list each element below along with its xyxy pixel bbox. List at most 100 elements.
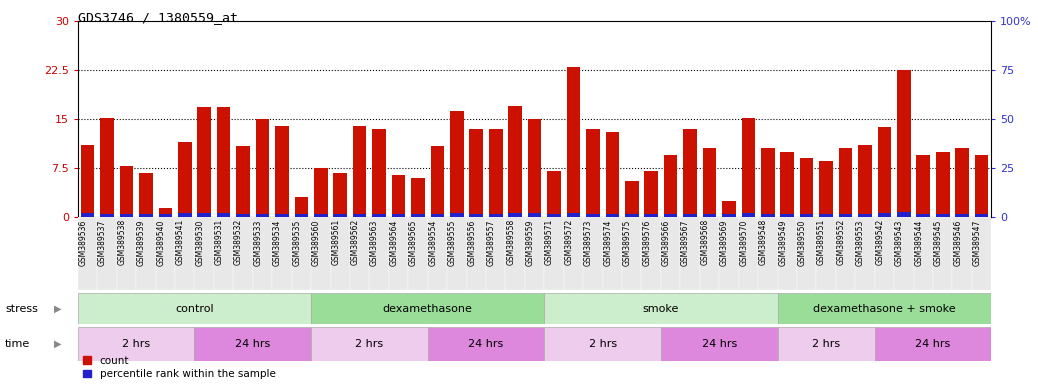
Bar bbox=[177, 142, 192, 217]
Text: GSM389542: GSM389542 bbox=[875, 219, 884, 265]
Bar bbox=[547, 214, 561, 217]
Bar bbox=[177, 213, 192, 217]
Bar bbox=[119, 214, 133, 217]
Text: GSM389540: GSM389540 bbox=[157, 219, 165, 265]
Bar bbox=[836, 217, 855, 290]
Bar bbox=[739, 217, 758, 290]
Bar bbox=[722, 201, 736, 217]
Bar bbox=[875, 327, 991, 361]
Text: GSM389575: GSM389575 bbox=[623, 219, 632, 265]
Bar bbox=[509, 106, 522, 217]
Bar bbox=[159, 214, 172, 217]
Text: 24 hrs: 24 hrs bbox=[236, 339, 270, 349]
Bar bbox=[719, 217, 739, 290]
Text: GSM389553: GSM389553 bbox=[856, 219, 865, 265]
Bar bbox=[703, 214, 716, 217]
Bar bbox=[272, 217, 292, 290]
Bar bbox=[525, 217, 544, 290]
Text: GSM389559: GSM389559 bbox=[525, 219, 535, 265]
Bar bbox=[603, 217, 622, 290]
Bar bbox=[797, 217, 816, 290]
Text: GSM389555: GSM389555 bbox=[447, 219, 457, 265]
Bar bbox=[975, 155, 988, 217]
Bar bbox=[567, 67, 580, 217]
Bar bbox=[645, 214, 658, 217]
Bar bbox=[777, 293, 991, 324]
Bar bbox=[758, 217, 777, 290]
Bar bbox=[81, 213, 94, 217]
Text: ▶: ▶ bbox=[54, 339, 61, 349]
Bar bbox=[78, 327, 194, 361]
Bar bbox=[527, 119, 542, 217]
Text: GSM389548: GSM389548 bbox=[759, 219, 768, 265]
Bar bbox=[972, 217, 991, 290]
Text: GSM389570: GSM389570 bbox=[739, 219, 748, 265]
Text: GSM389569: GSM389569 bbox=[720, 219, 729, 265]
Text: GSM389568: GSM389568 bbox=[701, 219, 710, 265]
Bar bbox=[139, 172, 153, 217]
Bar bbox=[373, 129, 386, 217]
Bar bbox=[119, 166, 133, 217]
Bar bbox=[683, 129, 696, 217]
Bar bbox=[411, 214, 425, 217]
Text: GSM389547: GSM389547 bbox=[973, 219, 982, 265]
Text: GSM389544: GSM389544 bbox=[914, 219, 923, 265]
Bar bbox=[877, 127, 892, 217]
Bar bbox=[664, 214, 678, 217]
Bar bbox=[234, 217, 253, 290]
Bar bbox=[469, 214, 483, 217]
Bar bbox=[839, 214, 852, 217]
Text: GSM389556: GSM389556 bbox=[467, 219, 476, 265]
Bar bbox=[253, 217, 272, 290]
Text: GSM389536: GSM389536 bbox=[79, 219, 87, 265]
Bar bbox=[661, 217, 680, 290]
Bar bbox=[777, 217, 797, 290]
Text: GSM389560: GSM389560 bbox=[311, 219, 321, 265]
Text: GSM389573: GSM389573 bbox=[583, 219, 593, 265]
Bar bbox=[547, 171, 561, 217]
Text: 24 hrs: 24 hrs bbox=[702, 339, 737, 349]
Bar bbox=[466, 217, 486, 290]
Bar bbox=[311, 293, 544, 324]
Text: GSM389539: GSM389539 bbox=[137, 219, 146, 265]
Text: GSM389531: GSM389531 bbox=[215, 219, 223, 265]
Text: GSM389551: GSM389551 bbox=[817, 219, 826, 265]
Bar bbox=[544, 217, 564, 290]
Bar bbox=[136, 217, 156, 290]
Text: GSM389571: GSM389571 bbox=[545, 219, 554, 265]
Text: dexamethasone + smoke: dexamethasone + smoke bbox=[813, 304, 956, 314]
Bar bbox=[800, 158, 814, 217]
Text: GSM389543: GSM389543 bbox=[895, 219, 904, 265]
Text: GSM389541: GSM389541 bbox=[175, 219, 185, 265]
Bar bbox=[527, 213, 542, 217]
Bar bbox=[567, 213, 580, 217]
Bar bbox=[936, 214, 950, 217]
Text: ▶: ▶ bbox=[54, 304, 61, 314]
Bar bbox=[683, 214, 696, 217]
Bar bbox=[469, 129, 483, 217]
Text: 2 hrs: 2 hrs bbox=[355, 339, 383, 349]
Legend: count, percentile rank within the sample: count, percentile rank within the sample bbox=[83, 356, 276, 379]
Bar bbox=[564, 217, 583, 290]
Bar bbox=[917, 214, 930, 217]
Bar bbox=[953, 217, 972, 290]
Bar bbox=[917, 155, 930, 217]
Bar bbox=[214, 217, 234, 290]
Text: GSM389561: GSM389561 bbox=[331, 219, 340, 265]
Bar bbox=[350, 217, 370, 290]
Bar bbox=[761, 149, 774, 217]
Text: GSM389535: GSM389535 bbox=[293, 219, 301, 265]
Text: GSM389574: GSM389574 bbox=[603, 219, 612, 265]
Bar bbox=[353, 214, 366, 217]
Bar bbox=[975, 214, 988, 217]
Text: smoke: smoke bbox=[643, 304, 679, 314]
Bar bbox=[78, 293, 311, 324]
Bar bbox=[544, 327, 661, 361]
Text: GSM389565: GSM389565 bbox=[409, 219, 418, 265]
Bar bbox=[700, 217, 719, 290]
Bar bbox=[894, 217, 913, 290]
Bar bbox=[428, 327, 544, 361]
Text: GDS3746 / 1380559_at: GDS3746 / 1380559_at bbox=[78, 12, 238, 25]
Bar bbox=[936, 152, 950, 217]
Bar bbox=[781, 152, 794, 217]
